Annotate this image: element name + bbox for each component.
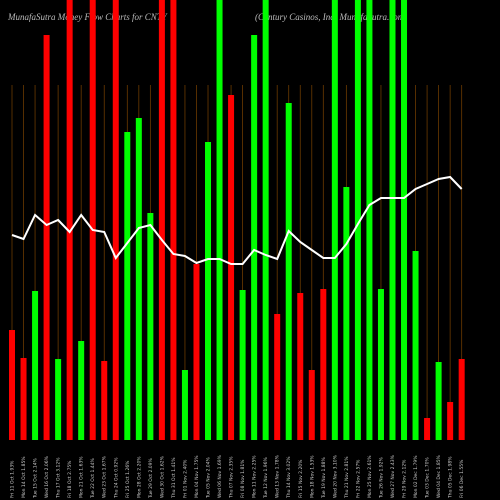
bar (274, 314, 281, 440)
bar (66, 0, 73, 440)
x-tick-label: Wed 06 Nov 1.69% (217, 454, 223, 498)
x-tick-label: Wed 23 Oct 1.67% (102, 455, 108, 498)
bar (158, 0, 165, 440)
x-tick-label: Fri 18 Oct 2.75% (67, 460, 73, 498)
bar (377, 289, 384, 440)
line (11, 175, 463, 265)
bar (251, 35, 258, 440)
bar (401, 0, 408, 440)
bar (135, 118, 142, 440)
bar (181, 370, 188, 440)
x-tick-label: Fri 25 Oct 1.26% (125, 460, 131, 498)
x-tick-label: Tue 22 Oct 1.44% (90, 457, 96, 499)
x-tick-label: Thu 07 Nov 2.35% (229, 456, 235, 499)
x-tick-label: Tue 15 Oct 2.14% (33, 457, 39, 499)
bar (205, 142, 212, 440)
x-tick-label: Fri 29 Nov 2.12% (402, 459, 408, 498)
x-tick-label: Wed 16 Oct 2.06% (44, 455, 50, 498)
x-tick-label: Thu 17 Oct 3.12% (56, 457, 62, 499)
x-tick-label: Thu 24 Oct 0.92% (113, 457, 119, 499)
x-tick-label: Tue 12 Nov 1.96% (263, 456, 269, 499)
bar (389, 0, 396, 440)
x-tick-label: Tue 19 Nov 1.88% (321, 456, 327, 499)
x-tick-label: Thu 14 Nov 3.02% (286, 456, 292, 499)
bar (343, 187, 350, 440)
bar (320, 289, 327, 440)
x-tick-label: Mon 04 Nov 1.75% (194, 455, 200, 498)
bar (366, 0, 373, 440)
bar (354, 0, 361, 440)
bar (239, 290, 246, 440)
bar (193, 264, 200, 440)
x-tick-label: Wed 20 Nov 3.10% (332, 454, 338, 498)
bar (435, 362, 442, 440)
bar (424, 418, 431, 440)
chart-title: MunafaSutra Money Flow Charts for CNTY (7, 12, 168, 22)
bar (78, 341, 85, 440)
x-tick-label: Wed 30 Oct 1.62% (159, 455, 165, 498)
bar (285, 103, 292, 440)
x-tick-label: Fri 08 Nov 1.81% (240, 459, 246, 498)
x-tick-label: Tue 05 Nov 2.04% (206, 456, 212, 499)
bar (308, 370, 315, 440)
bar (89, 0, 96, 440)
x-tick-label: Thu 21 Nov 2.81% (344, 456, 350, 499)
x-tick-label: Mon 02 Dec 1.79% (413, 455, 419, 498)
bar (458, 359, 465, 440)
bar (170, 0, 177, 440)
bar (412, 251, 419, 440)
x-tick-label: Mon 18 Nov 1.53% (309, 455, 315, 498)
chart-subtitle: (Century Casinos, Inc) MunafaSutra.com (255, 12, 405, 22)
x-tick-label: Tue 29 Oct 2.09% (148, 457, 154, 499)
x-tick-label: Wed 27 Nov 2.43% (390, 454, 396, 498)
bar (216, 0, 223, 440)
x-tick-label: Wed 04 Dec 1.85% (436, 454, 442, 498)
x-tick-label: Mon 11 Nov 2.25% (252, 455, 258, 498)
x-tick-label: Fri 06 Dec 1.55% (459, 459, 465, 498)
bar (112, 0, 119, 440)
x-tick-label: Wed 13 Nov 1.78% (275, 454, 281, 498)
bar (20, 358, 27, 440)
bar (331, 0, 338, 440)
bar (447, 402, 454, 440)
x-tick-label: Mon 21 Oct 1.63% (79, 456, 85, 498)
x-tick-label: Thu 31 Oct 1.41% (171, 457, 177, 499)
x-tick-label: Tue 26 Nov 1.92% (378, 456, 384, 499)
x-tick-label: Mon 25 Nov 2.61% (367, 455, 373, 498)
bar (43, 35, 50, 440)
bar (9, 330, 15, 440)
x-tick-label: Fri 22 Nov 2.57% (355, 459, 361, 498)
x-tick-label: Mon 28 Oct 2.20% (136, 456, 142, 498)
bar (262, 0, 269, 440)
x-tick-label: Thu 05 Dec 1.98% (448, 456, 454, 499)
bar (32, 291, 39, 440)
bar (101, 361, 108, 440)
bar (297, 293, 304, 440)
x-tick-label: Fri 11 Oct 1.93% (10, 460, 16, 498)
bar (147, 213, 154, 440)
x-tick-label: Fri 15 Nov 2.20% (298, 459, 304, 498)
x-tick-label: Mon 14 Oct 1.85% (21, 456, 27, 498)
bar (228, 95, 235, 440)
bar (124, 132, 131, 440)
bar (55, 359, 62, 440)
x-tick-label: Tue 03 Dec 1.70% (425, 457, 431, 499)
x-tick-label: Fri 01 Nov 2.40% (182, 459, 188, 498)
